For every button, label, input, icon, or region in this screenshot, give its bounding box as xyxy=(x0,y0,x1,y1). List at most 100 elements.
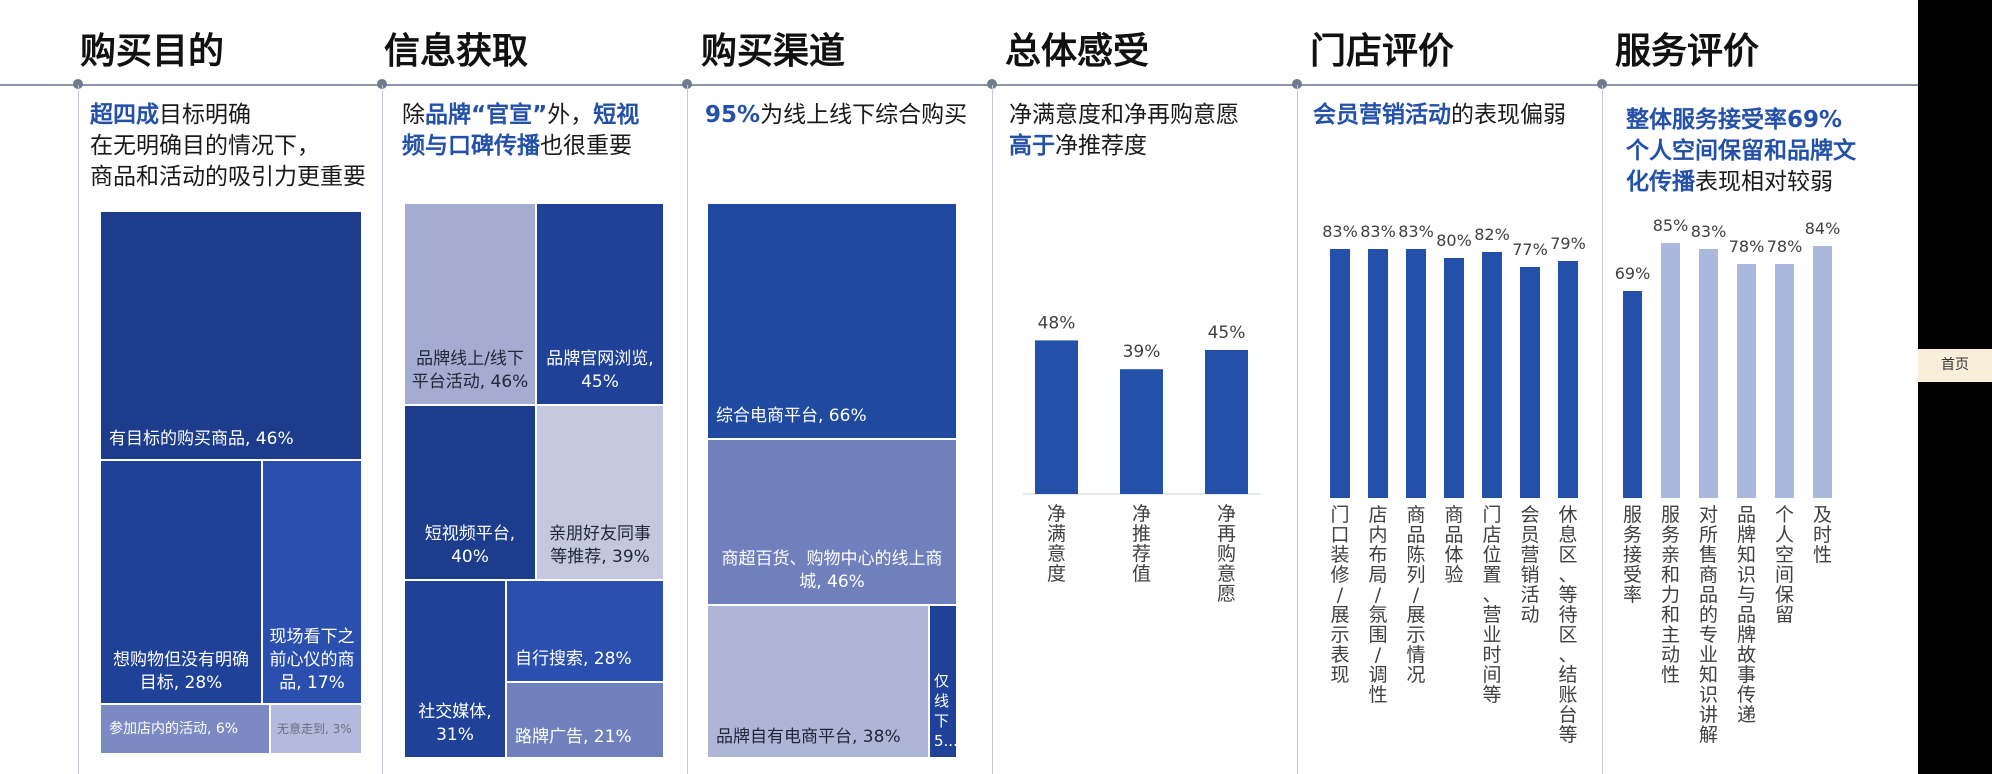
category-label-char: 修 xyxy=(1330,564,1349,586)
category-label-char: 及 xyxy=(1813,504,1832,526)
category-label-char: 和 xyxy=(1661,564,1680,586)
category-label-char: 销 xyxy=(1520,564,1539,586)
headline-line: 会员营销活动的表现偏弱 xyxy=(1313,100,1566,131)
bar xyxy=(1775,264,1794,498)
category-label-char: 识 xyxy=(1737,564,1756,586)
category-label-char: 受 xyxy=(1623,564,1642,586)
category-label-char: 验 xyxy=(1444,564,1463,586)
category-label-char: / xyxy=(1413,584,1420,606)
column-divider xyxy=(1602,85,1603,774)
category-label-char: 待 xyxy=(1558,604,1577,626)
category-label-char: 务 xyxy=(1623,524,1642,546)
bar xyxy=(1813,246,1832,498)
timeline-dot xyxy=(73,79,83,89)
category-label-char: 动 xyxy=(1520,604,1539,626)
column-divider xyxy=(1297,85,1298,774)
category-label-char: 局 xyxy=(1368,564,1387,586)
timeline-dot xyxy=(682,79,692,89)
headline-channel: 95%为线上线下综合购买 xyxy=(705,100,967,131)
headline-line: 商品和活动的吸引力更重要 xyxy=(90,162,366,193)
tile-purpose-activity: 参加店内的活动, 6% xyxy=(100,704,270,754)
category-label-char: 结 xyxy=(1558,664,1577,686)
headline-info: 除品牌“官宣”外，短视 频与口碑传播也很重要 xyxy=(402,100,639,162)
headline-highlight: 会员营销活动 xyxy=(1313,102,1451,128)
category-label-char: 留 xyxy=(1775,604,1794,626)
category-label-char: 递 xyxy=(1737,704,1756,726)
headline-highlight: 95% xyxy=(705,102,761,128)
tile-label: 短视频平台, 40% xyxy=(424,524,516,567)
category-label-char: 门 xyxy=(1330,504,1349,526)
timeline-dot xyxy=(377,79,387,89)
data-label: 39% xyxy=(1123,342,1161,362)
headline-highlight: 超四成 xyxy=(90,102,159,128)
tile-info-social-media: 社交媒体, 31% xyxy=(404,580,506,758)
bar xyxy=(1330,249,1350,498)
headline-line: 超四成目标明确 xyxy=(90,100,366,131)
section-title-info: 信息获取 xyxy=(384,31,529,72)
category-label-char: 愿 xyxy=(1217,583,1236,605)
category-label-char: 和 xyxy=(1661,604,1680,626)
section-title-service: 服务评价 xyxy=(1615,31,1760,72)
home-button[interactable]: 首页 xyxy=(1918,349,1992,382)
tile-label: 品牌官网浏览, 45% xyxy=(546,349,654,392)
headline-line: 在无明确目的情况下， xyxy=(90,131,366,162)
column-divider xyxy=(687,85,688,774)
bar xyxy=(1120,369,1163,494)
category-label-char: 知 xyxy=(1737,544,1756,566)
category-label-char: 围 xyxy=(1368,624,1387,646)
category-label-char: 置 xyxy=(1482,564,1501,586)
category-label-char: 的 xyxy=(1699,604,1718,626)
category-label-char: 商 xyxy=(1406,504,1425,526)
category-label-char: 性 xyxy=(1813,544,1832,566)
bar xyxy=(1482,252,1502,498)
category-label-char: 个 xyxy=(1775,504,1794,526)
category-label-char: 调 xyxy=(1368,664,1387,686)
headline-line: 95%为线上线下综合购买 xyxy=(705,100,967,131)
category-label-char: 区 xyxy=(1558,624,1577,646)
headline-highlight: 化传播 xyxy=(1626,169,1695,195)
category-label-char: 度 xyxy=(1047,563,1066,585)
category-label-char: 解 xyxy=(1699,724,1718,746)
category-label-char: 接 xyxy=(1623,544,1642,566)
headline-line: 净满意度和净再购意愿 xyxy=(1009,100,1239,131)
tile-label: 参加店内的活动, 6% xyxy=(109,720,239,737)
column-divider xyxy=(78,85,79,774)
timeline-dot xyxy=(1292,79,1302,89)
category-label-char: 品 xyxy=(1699,584,1718,606)
category-label-char: 意 xyxy=(1217,563,1236,585)
category-label-char: 净 xyxy=(1132,503,1151,525)
headline-highlight: 品牌“官宣” xyxy=(425,102,548,128)
category-label-char: 展 xyxy=(1406,604,1425,626)
category-label-char: 意 xyxy=(1047,543,1066,565)
category-label-char: 账 xyxy=(1558,684,1577,706)
side-panel xyxy=(1918,0,1992,774)
bar xyxy=(1737,264,1756,498)
category-label-char: 主 xyxy=(1661,624,1680,646)
category-label-char: 购 xyxy=(1217,543,1236,565)
category-label-char: / xyxy=(1337,584,1344,606)
tile-label: 综合电商平台, 66% xyxy=(716,406,867,426)
data-label: 78% xyxy=(1729,237,1765,256)
headline-highlight: 整体服务接受率69% xyxy=(1626,107,1843,133)
data-label: 82% xyxy=(1474,225,1510,244)
headline-text: 净满意度和净再购意愿 xyxy=(1009,102,1239,128)
category-label-char: 与 xyxy=(1737,584,1756,606)
category-label-char: 牌 xyxy=(1737,624,1756,646)
category-label-char: 识 xyxy=(1699,684,1718,706)
headline-line: 高于净推荐度 xyxy=(1009,131,1239,162)
headline-line: 化传播表现相对较弱 xyxy=(1626,167,1856,198)
category-label-char: 业 xyxy=(1482,624,1501,646)
category-label-char: 布 xyxy=(1368,544,1387,566)
category-label-char: 动 xyxy=(1661,644,1680,666)
headline-text: 净推荐度 xyxy=(1055,133,1147,159)
tile-info-official-site: 品牌官网浏览, 45% xyxy=(536,203,664,405)
category-label-char: 等 xyxy=(1558,584,1577,606)
tile-channel-mall-online: 商超百货、购物中心的线上商城, 46% xyxy=(707,439,957,605)
category-label-char: 陈 xyxy=(1406,544,1425,566)
headline-service: 整体服务接受率69% 个人空间保留和品牌文 化传播表现相对较弱 xyxy=(1626,105,1856,198)
headline-store: 会员营销活动的表现偏弱 xyxy=(1313,100,1566,131)
category-label-char: 店 xyxy=(1482,524,1501,546)
category-label-char: 性 xyxy=(1661,664,1680,686)
tile-label: 仅线下 5... xyxy=(934,672,957,750)
category-label-char: 时 xyxy=(1813,524,1832,546)
